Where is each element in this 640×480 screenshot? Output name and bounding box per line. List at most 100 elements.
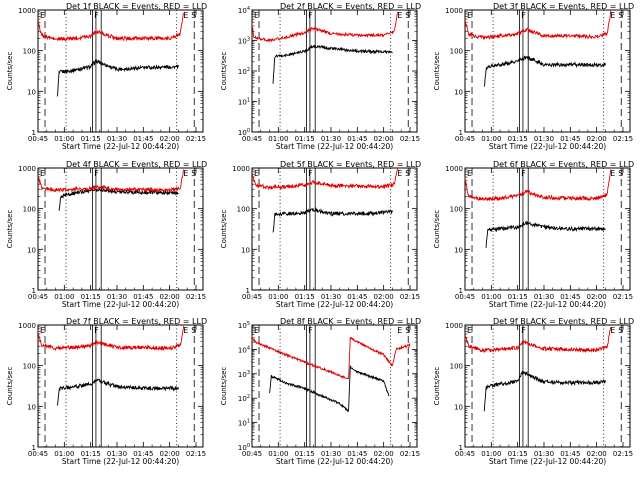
y-tick-label: 100 [23, 48, 36, 56]
x-tick-label: 01:30 [321, 293, 341, 301]
x-tick-label: 01:00 [54, 450, 74, 458]
event-marker-e: E [610, 169, 615, 178]
x-tick-label: 01:15 [508, 450, 528, 458]
x-tick-label: 00:45 [455, 135, 475, 143]
plot-title: Det 9f BLACK = Events, RED = LLD [493, 317, 634, 326]
y-axis-label: Counts/sec [220, 52, 228, 91]
plot-frame [251, 324, 418, 448]
x-tick-label: 01:15 [508, 293, 528, 301]
detector-plot-9: Det 9f BLACK = Events, RED = LLD 1 10 100 10… [433, 317, 634, 466]
series-line-events [483, 55, 606, 87]
y-tick-label: 100 [450, 363, 463, 371]
y-tick-label: 102 [238, 67, 250, 76]
x-tick-label: 01:45 [347, 293, 367, 301]
event-marker-e: E [397, 169, 402, 178]
event-marker-s: S [618, 326, 623, 335]
x-tick-label: 01:15 [81, 293, 101, 301]
x-tick-label: 01:30 [534, 135, 554, 143]
x-tick-label: 02:00 [587, 135, 607, 143]
y-tick-label: 100 [23, 206, 36, 214]
y-tick-label: 100 [237, 206, 250, 214]
detector-plot-1: Det 1f BLACK = Events, RED = LLD 1 10 100 10… [6, 2, 207, 151]
x-tick-label: 01:30 [534, 293, 554, 301]
y-tick-label: 1000 [18, 322, 36, 330]
plot-title: Det 7f BLACK = Events, RED = LLD [66, 317, 207, 326]
x-axis-label: Start Time (22-Jul-12 00:44:20) [276, 457, 393, 466]
event-marker-e: E [183, 169, 188, 178]
y-tick-label: 105 [238, 321, 250, 330]
y-tick-label: 1 [459, 444, 463, 452]
event-marker-e: E [40, 326, 45, 335]
event-marker-s: S [191, 326, 196, 335]
x-tick-label: 02:00 [587, 450, 607, 458]
y-tick-label: 10 [27, 88, 36, 96]
x-tick-label: 01:00 [481, 293, 501, 301]
event-marker-e: E [40, 169, 45, 178]
x-tick-label: 01:30 [107, 135, 127, 143]
x-axis-label: Start Time (22-Jul-12 00:44:20) [489, 300, 606, 309]
x-tick-label: 02:00 [160, 450, 180, 458]
x-tick-label: 02:15 [613, 293, 633, 301]
y-tick-label: 10 [27, 403, 36, 411]
x-tick-label: 01:00 [268, 293, 288, 301]
series-line-events [272, 43, 393, 84]
x-tick-label: 01:45 [347, 450, 367, 458]
y-tick-label: 100 [238, 443, 250, 452]
event-marker-e: E [254, 169, 259, 178]
y-axis-label: Counts/sec [220, 210, 228, 249]
x-tick-label: 01:00 [268, 450, 288, 458]
x-tick-label: 01:30 [107, 450, 127, 458]
event-marker-e: E [254, 11, 259, 20]
x-tick-label: 02:15 [400, 293, 420, 301]
y-tick-label: 1000 [18, 165, 36, 173]
x-axis-label: Start Time (22-Jul-12 00:44:20) [62, 142, 179, 151]
plot-title: Det 6f BLACK = Events, RED = LLD [493, 160, 634, 169]
y-tick-label: 103 [238, 37, 250, 46]
plot-frame [37, 167, 204, 291]
x-tick-label: 01:15 [295, 450, 315, 458]
flare-marker-f: F [308, 11, 313, 20]
x-tick-label: 01:45 [347, 135, 367, 143]
x-tick-label: 02:00 [160, 135, 180, 143]
y-tick-label: 1000 [232, 165, 250, 173]
x-tick-label: 01:15 [508, 135, 528, 143]
x-tick-label: 01:00 [54, 135, 74, 143]
detector-plot-4: Det 4f BLACK = Events, RED = LLD 1 10 100 10… [6, 160, 207, 309]
plot-frame [464, 167, 631, 291]
x-tick-label: 02:15 [613, 135, 633, 143]
x-tick-label: 02:15 [186, 135, 206, 143]
y-tick-label: 1 [459, 287, 463, 295]
x-tick-label: 01:00 [268, 135, 288, 143]
x-axis-label: Start Time (22-Jul-12 00:44:20) [62, 300, 179, 309]
event-marker-e: E [397, 11, 402, 20]
detector-plot-6: Det 6f BLACK = Events, RED = LLD 1 10 100 10… [433, 160, 634, 309]
series-line-events [485, 220, 606, 248]
x-tick-label: 00:45 [455, 450, 475, 458]
plot-title: Det 3f BLACK = Events, RED = LLD [493, 2, 634, 11]
x-tick-label: 00:45 [242, 450, 262, 458]
x-tick-label: 01:30 [321, 135, 341, 143]
detector-plot-8: Det 8f BLACK = Events, RED = LLD 100 101 10… [220, 317, 421, 466]
series-line-events [272, 207, 393, 233]
x-tick-label: 01:30 [107, 293, 127, 301]
event-marker-e: E [183, 11, 188, 20]
x-tick-label: 01:15 [295, 293, 315, 301]
detector-plot-7: Det 7f BLACK = Events, RED = LLD 1 10 100 10… [6, 317, 207, 466]
x-tick-label: 02:00 [374, 450, 394, 458]
series-line-lld [38, 169, 185, 194]
y-tick-label: 1000 [445, 322, 463, 330]
flare-marker-f: F [521, 326, 526, 335]
x-tick-label: 01:45 [560, 135, 580, 143]
detector-plot-3: Det 3f BLACK = Events, RED = LLD 1 10 100 10… [433, 2, 634, 151]
y-tick-label: 10 [454, 246, 463, 254]
series-line-events [269, 365, 390, 413]
event-marker-s: S [191, 169, 196, 178]
y-tick-label: 1 [32, 287, 36, 295]
series-line-events [56, 58, 179, 97]
series-line-lld [465, 10, 612, 41]
event-marker-e: E [467, 11, 472, 20]
x-tick-label: 02:15 [400, 135, 420, 143]
y-tick-label: 1 [32, 444, 36, 452]
flare-marker-f: F [94, 11, 99, 20]
